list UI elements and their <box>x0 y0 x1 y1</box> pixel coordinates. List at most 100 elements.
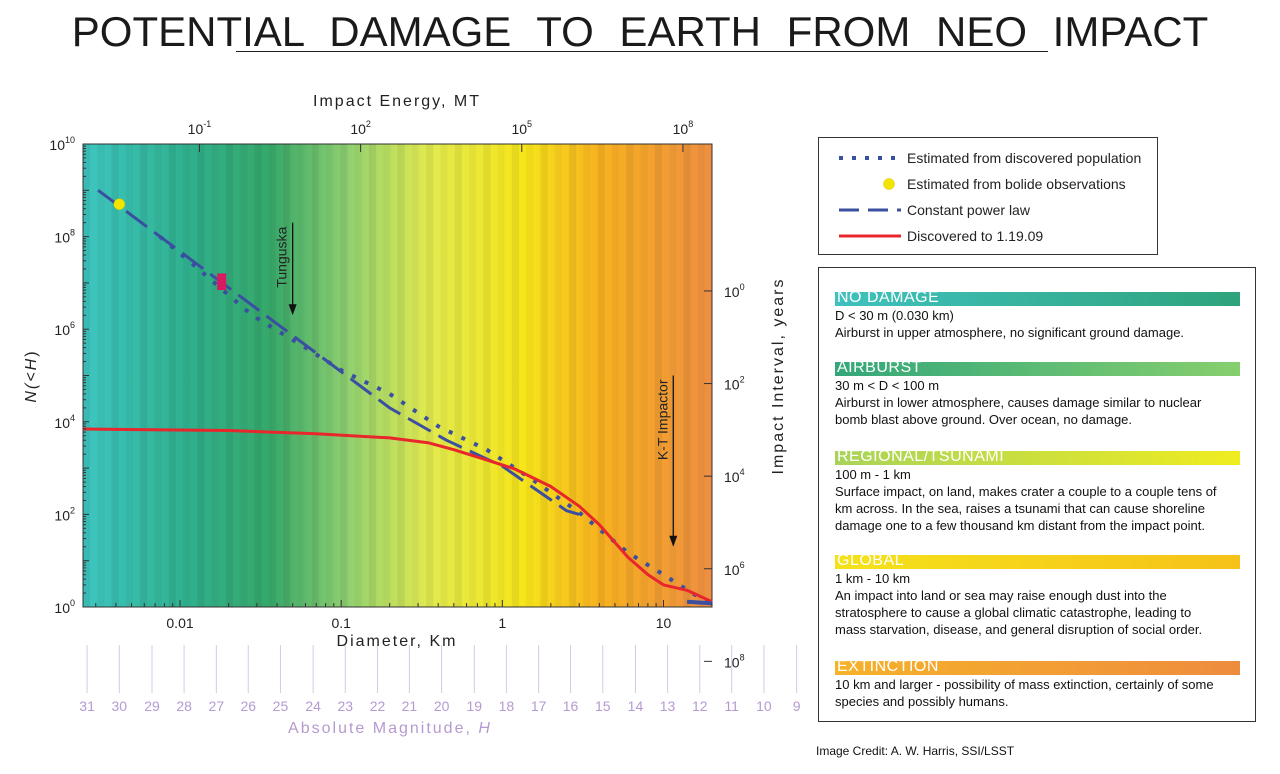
plot-background <box>82 143 713 608</box>
plot-stripe <box>397 144 405 607</box>
category-range: D < 30 m (0.030 km) <box>835 308 954 323</box>
category-description: species and possibly humans. <box>835 694 1009 709</box>
y-tick-label: 104 <box>54 413 75 431</box>
y-tick-label: 102 <box>54 505 75 523</box>
series-layer <box>82 189 713 606</box>
plot-stripe <box>641 144 648 607</box>
plot-stripe <box>340 144 348 607</box>
plot-stripe <box>140 144 148 607</box>
annotation-arrowhead <box>669 535 678 547</box>
magnitude-tick-label: 22 <box>370 698 386 714</box>
top-tick-label: 10-1 <box>188 119 212 137</box>
x-tick-label: 10 <box>656 615 672 631</box>
plot-stripe <box>498 144 505 607</box>
category-color-bar: EXTINCTION <box>835 658 1240 675</box>
top-tick-label: 108 <box>673 119 694 137</box>
category-description: Surface impact, on land, makes crater a … <box>835 484 1217 499</box>
plot-stripe <box>368 144 377 607</box>
legend-box: Estimated from discovered population Esti… <box>818 137 1158 255</box>
legend-symbol <box>839 234 901 238</box>
y-axis-label: N(<H) <box>23 349 40 402</box>
magnitude-tick-label: 16 <box>563 698 579 714</box>
plot-stripe <box>440 144 447 607</box>
plot-stripe <box>612 144 619 607</box>
magnitude-tick-label: 27 <box>209 698 225 714</box>
category-name: REGIONAL/TSUNAMI <box>837 448 1005 465</box>
plot-stripe <box>583 144 590 607</box>
y-tick-label: 100 <box>54 598 75 616</box>
plot-stripe <box>111 144 119 607</box>
magnitude-tick-label: 10 <box>756 698 772 714</box>
magnitude-tick-label: 26 <box>240 698 256 714</box>
series-estimated-from-discovered-population <box>158 235 713 606</box>
right-tick-label: 100 <box>724 282 745 300</box>
category-description: stratosphere to cause a global climatic … <box>835 605 1192 620</box>
magnitude-tick-label: 19 <box>467 698 483 714</box>
magnitude-tick-label: 24 <box>305 698 321 714</box>
magnitude-tick-label: 20 <box>434 698 450 714</box>
plot-stripe <box>698 144 705 607</box>
series-discovered-to-1-19-09 <box>82 427 713 604</box>
top-axis-label: Impact Energy, MT <box>313 93 481 110</box>
x-axis-label: Diameter, Km <box>337 633 458 650</box>
title-underline <box>236 51 1048 52</box>
damage-category: EXTINCTION 10 km and larger - possibility… <box>835 658 1241 710</box>
image-credit: Image Credit: A. W. Harris, SSI/LSST <box>816 744 1015 758</box>
plot-stripe <box>183 144 190 607</box>
magnitude-tick-label: 28 <box>176 698 192 714</box>
category-range: 10 km and larger - possibility of mass e… <box>835 677 1214 692</box>
plot-stripe <box>97 144 104 607</box>
category-range: 100 m - 1 km <box>835 467 911 482</box>
legend-symbol <box>883 178 895 190</box>
plot-stripe <box>154 144 161 607</box>
plot-stripe <box>225 144 234 607</box>
category-description: km across. In the sea, raises a tsunami … <box>835 501 1205 516</box>
plot-stripe <box>569 144 577 607</box>
category-description: bomb blast above ground. Over ocean, no … <box>835 412 1133 427</box>
right-tick-label: 108 <box>724 652 745 670</box>
plot-stripe <box>469 144 476 607</box>
top-tick-label: 102 <box>350 119 371 137</box>
magnitude-tick-label: 15 <box>595 698 611 714</box>
damage-categories-box: NO DAMAGE D < 30 m (0.030 km) Airburst in … <box>818 267 1256 722</box>
magnitude-tick-label: 13 <box>660 698 676 714</box>
magnitude-tick-label: 9 <box>793 698 800 714</box>
category-name: GLOBAL <box>837 552 905 569</box>
bolide-point <box>113 198 126 210</box>
page-title: POTENTIAL DAMAGE TO EARTH FROM NEO IMPAC… <box>71 8 1209 55</box>
magnitude-tick-label: 14 <box>628 698 644 714</box>
plot-stripe <box>454 144 462 607</box>
plot-stripe <box>426 144 434 607</box>
y-tick-label: 1010 <box>49 135 75 153</box>
annotation-label: Tunguska <box>274 226 290 287</box>
right-tick-label: 106 <box>724 560 745 578</box>
category-description: Airburst in upper atmosphere, no signifi… <box>835 325 1185 340</box>
legend-point <box>883 178 895 190</box>
magnitude-tick-label: 25 <box>273 698 289 714</box>
plot-stripe <box>597 144 605 607</box>
plot-stripe <box>526 144 533 607</box>
category-color-bar: NO DAMAGE <box>835 289 1240 306</box>
category-color-bar: REGIONAL/TSUNAMI <box>835 448 1240 465</box>
legend-symbol <box>839 156 901 160</box>
plot-stripe <box>283 144 291 607</box>
category-description: mass starvation, disease, and general di… <box>835 622 1203 637</box>
plot-stripe <box>297 144 304 607</box>
magnitude-tick-label: 29 <box>144 698 160 714</box>
right-axis-label: Impact Interval, years <box>770 278 787 475</box>
plot-stripes <box>83 144 705 607</box>
plot-stripe <box>683 144 691 607</box>
plot-stripe <box>311 144 319 607</box>
y-tick-label: 106 <box>54 320 75 338</box>
category-name: NO DAMAGE <box>837 289 940 306</box>
y-tick-label: 108 <box>54 228 75 246</box>
plot-stripe <box>383 144 390 607</box>
damage-category: AIRBURST 30 m < D < 100 m Airburst in lowe… <box>835 359 1241 428</box>
plot-stripe <box>326 144 333 607</box>
damage-category: GLOBAL 1 km - 10 km An impact into land or… <box>835 552 1241 638</box>
x-tick-label: 0.1 <box>331 615 351 631</box>
right-tick-label: 104 <box>724 467 745 485</box>
plot-stripe <box>240 144 247 607</box>
damage-category: REGIONAL/TSUNAMI 100 m - 1 km Surface impa… <box>835 448 1241 534</box>
x-tick-label: 1 <box>498 615 506 631</box>
